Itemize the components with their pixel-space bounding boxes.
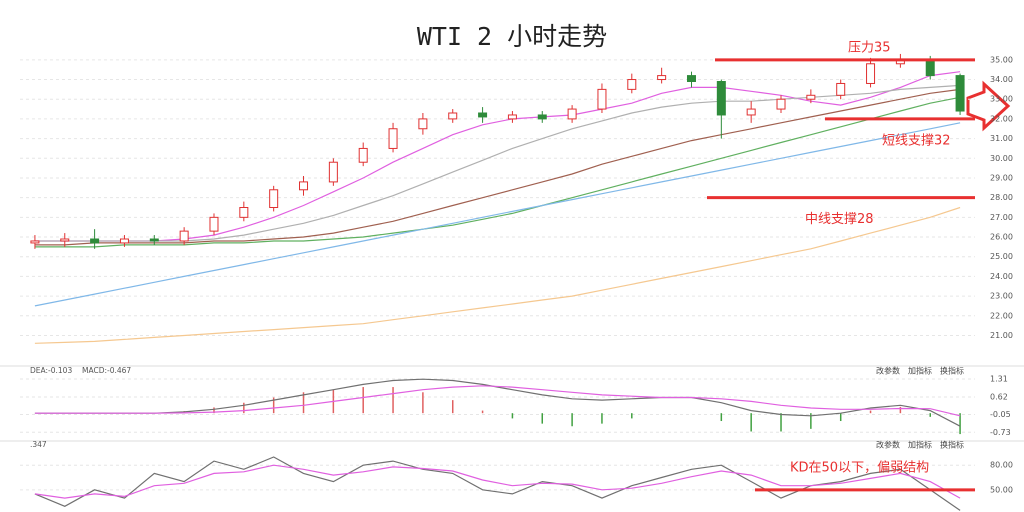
y-tick-label: 0.62 — [990, 392, 1008, 401]
candle-body — [806, 94, 816, 100]
candle-body — [746, 108, 756, 116]
candle-body — [657, 75, 667, 81]
y-tick-label: 35.00 — [990, 55, 1013, 64]
y-tick-label: 30.00 — [990, 154, 1013, 163]
panel-button[interactable]: 加指标 — [908, 440, 932, 450]
indicator-value: .347 — [30, 440, 47, 449]
candle-body — [119, 238, 129, 244]
y-tick-label: 21.00 — [990, 331, 1013, 340]
candle-body — [269, 189, 279, 208]
candle-body — [836, 82, 846, 96]
candle-body — [716, 81, 726, 116]
y-tick-label: 31.00 — [990, 134, 1013, 143]
level-label: 短线支撑32 — [882, 133, 951, 148]
chart-title: WTI 2 小时走势 — [417, 22, 607, 51]
candle-body — [925, 59, 935, 77]
y-tick-label: 25.00 — [990, 252, 1013, 261]
panel-button[interactable]: 换指标 — [940, 366, 964, 376]
candle-body — [686, 75, 696, 82]
y-tick-label: -0.73 — [990, 428, 1011, 437]
y-tick-label: 26.00 — [990, 233, 1013, 242]
candle-body — [478, 112, 488, 118]
y-tick-label: 29.00 — [990, 173, 1013, 182]
candle-body — [537, 114, 547, 120]
candle-body — [866, 63, 876, 84]
candle-body — [627, 79, 637, 90]
y-tick-label: 50.00 — [990, 485, 1013, 494]
y-tick-label: 27.00 — [990, 213, 1013, 222]
y-tick-label: 22.00 — [990, 311, 1013, 320]
y-tick-label: 1.31 — [990, 374, 1008, 383]
y-tick-label: -0.05 — [990, 410, 1011, 419]
candle-body — [448, 112, 458, 120]
candle-body — [149, 238, 159, 242]
level-label: 中线支撑28 — [805, 212, 874, 227]
panel-button[interactable]: 加指标 — [908, 366, 932, 376]
series-line — [34, 456, 961, 511]
candle-body — [328, 161, 338, 183]
candle-body — [776, 98, 786, 110]
y-tick-label: 32.00 — [990, 114, 1013, 123]
series-line — [34, 84, 961, 242]
series-line — [34, 71, 961, 242]
candle-body — [388, 128, 398, 149]
series-line — [34, 96, 961, 248]
y-tick-label: 33.00 — [990, 95, 1013, 104]
candle-body — [239, 207, 249, 218]
y-tick-label: 23.00 — [990, 292, 1013, 301]
candle-body — [209, 216, 219, 232]
candle-body — [358, 147, 368, 163]
candle-body — [30, 240, 40, 244]
y-tick-label: 24.00 — [990, 272, 1013, 281]
candle-body — [955, 75, 965, 112]
candle-body — [597, 88, 607, 110]
y-tick-label: 28.00 — [990, 193, 1013, 202]
arrow — [966, 80, 1011, 132]
candle-body — [90, 238, 100, 244]
y-tick-label: 80.00 — [990, 461, 1013, 470]
series-line — [34, 464, 961, 499]
indicator-value: DEA:-0.103 — [30, 366, 72, 375]
series-line — [34, 88, 961, 246]
series-line — [34, 122, 961, 307]
candle-body — [507, 114, 517, 120]
series-line — [34, 385, 961, 417]
panel-button[interactable]: 换指标 — [940, 440, 964, 450]
y-tick-label: 34.00 — [990, 75, 1013, 84]
panel-button[interactable]: 改参数 — [876, 366, 900, 376]
panel-button[interactable]: 改参数 — [876, 440, 900, 450]
candle-body — [418, 118, 428, 130]
candle-body — [299, 181, 309, 191]
level-label: 压力35 — [848, 40, 891, 55]
indicator-value: MACD:-0.467 — [82, 366, 131, 375]
candle-body — [567, 108, 577, 120]
level-label: KD在50以下，偏弱结构 — [790, 460, 929, 475]
candle-body — [179, 230, 189, 242]
candle-body — [60, 238, 70, 242]
series-line — [34, 206, 961, 344]
